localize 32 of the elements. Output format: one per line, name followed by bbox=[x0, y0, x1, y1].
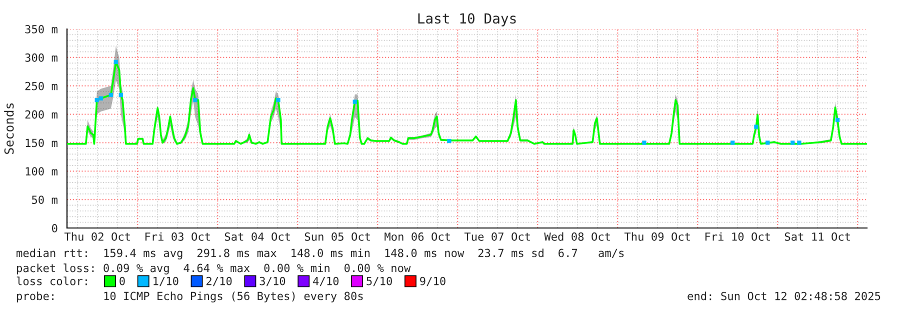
y-tick-label: 350 m bbox=[25, 25, 58, 34]
y-tick-label: 100 m bbox=[26, 167, 58, 176]
legend-label: 5/10 bbox=[366, 276, 392, 286]
y-tick-label: 250 m bbox=[25, 82, 58, 90]
y-tick-label: 200 m bbox=[25, 110, 58, 119]
x-tick-label: Wed 08 Oct bbox=[544, 232, 610, 241]
legend-label: 1/10 bbox=[154, 276, 178, 286]
text: packet loss: 0.09 % avg 4.64 % max 0.00 % min 0.00 % now bbox=[17, 264, 411, 274]
legend-title: loss color: bbox=[16, 276, 87, 286]
x-tick-label: Sat 04 Oct bbox=[224, 232, 290, 241]
y-axis-title: Seconds bbox=[4, 103, 14, 154]
text: median rtt: 159.4 ms avg 291.8 ms max 148.0 ms min 148.0 ms now 23.7 ms sd 6.7 am/s bbox=[16, 248, 624, 260]
x-tick-label: Sat 11 Oct bbox=[784, 232, 850, 241]
x-tick-label: Mon 06 Oct bbox=[384, 232, 450, 241]
legend-label: 2/10 bbox=[206, 276, 232, 286]
legend-label: 3/10 bbox=[260, 276, 286, 286]
text: end: Sun Oct 12 02:48:58 2025 bbox=[688, 292, 880, 300]
x-tick-label: Thu 02 Oct bbox=[64, 232, 130, 241]
x-tick-label: Fri 03 Oct bbox=[145, 232, 210, 241]
x-tick-label: Thu 09 Oct bbox=[624, 232, 690, 241]
y-tick-label: 150 m bbox=[26, 138, 58, 148]
y-tick-label: 300 m bbox=[25, 53, 58, 62]
y-tick-label: 0 bbox=[52, 224, 58, 232]
y-tick-label: 50 m bbox=[32, 196, 58, 204]
x-tick-label: Fri 10 Oct bbox=[705, 232, 770, 241]
x-tick-label: Sun 05 Oct bbox=[304, 232, 370, 241]
chart-title: Last 10 Days bbox=[418, 13, 516, 26]
x-tick-label: Tue 07 Oct bbox=[464, 232, 530, 241]
text: probe: 10 ICMP Echo Pings (56 Bytes) every 80s bbox=[17, 292, 363, 302]
legend-label: 4/10 bbox=[313, 276, 339, 286]
legend-label: 0 bbox=[120, 276, 125, 286]
legend-label: 9/10 bbox=[420, 276, 446, 286]
